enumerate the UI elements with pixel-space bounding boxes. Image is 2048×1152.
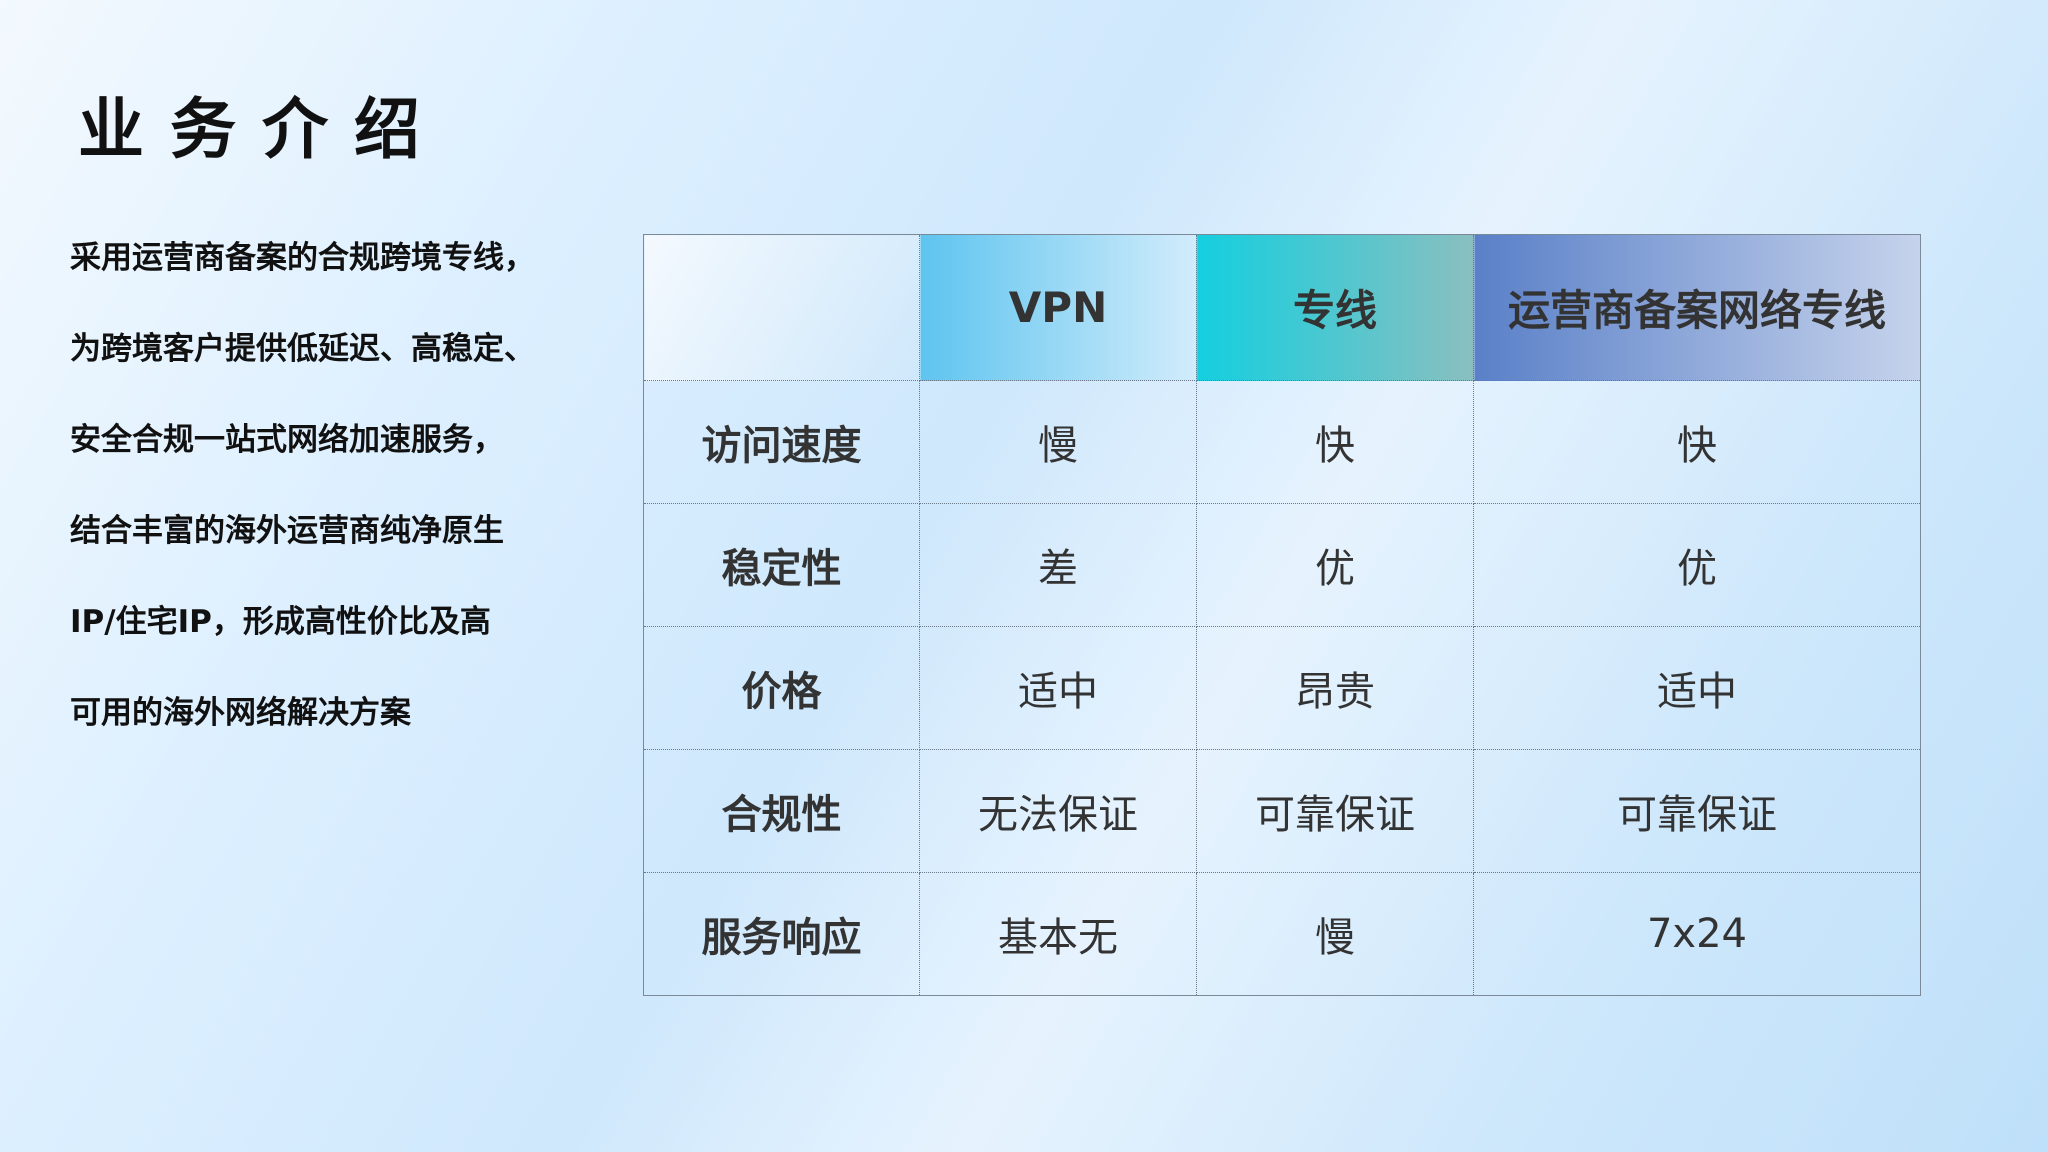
row-header: 服务响应 (643, 872, 920, 996)
table-cell: 优 (1473, 503, 1921, 627)
table-cell: 慢 (919, 380, 1197, 504)
table-cell: 适中 (1473, 626, 1921, 750)
table-cell: 快 (1473, 380, 1921, 504)
table-header-row: VPN 专线 运营商备案网络专线 (643, 234, 1921, 381)
description-line: 为跨境客户提供低延迟、高稳定、 (70, 331, 535, 367)
description-line: 结合丰富的海外运营商纯净原生 (70, 513, 504, 549)
row-header: 访问速度 (643, 380, 920, 504)
description-line: IP/住宅IP，形成高性价比及高 (70, 604, 491, 640)
description-line: 安全合规一站式网络加速服务， (70, 422, 504, 458)
table-cell: 无法保证 (919, 749, 1197, 873)
table-row: 合规性 无法保证 可靠保证 可靠保证 (643, 749, 1921, 873)
row-header: 稳定性 (643, 503, 920, 627)
table-cell: 适中 (919, 626, 1197, 750)
description-line: 采用运营商备案的合规跨境专线， (70, 240, 535, 276)
header-dedicated-line: 专线 (1196, 234, 1474, 381)
table-cell: 快 (1196, 380, 1474, 504)
comparison-table: VPN 专线 运营商备案网络专线 访问速度慢快快稳定性差优优价格 适中 昂贵 适中 合规… (643, 234, 1921, 996)
header-vpn: VPN (919, 234, 1197, 381)
table-cell: 差 (919, 503, 1197, 627)
table-row: 稳定性差优优 (643, 503, 1921, 627)
table-cell: 可靠保证 (1473, 749, 1921, 873)
table-row: 价格 适中 昂贵 适中 (643, 626, 1921, 750)
table-row: 访问速度慢快快 (643, 380, 1921, 504)
page-title: 业务介绍 (78, 91, 446, 168)
description: 采用运营商备案的合规跨境专线， 为跨境客户提供低延迟、高稳定、 安全合规一站式网… (70, 232, 630, 778)
table-cell: 7x24 (1473, 872, 1921, 996)
header-carrier-line: 运营商备案网络专线 (1473, 234, 1921, 381)
row-header: 合规性 (643, 749, 920, 873)
header-empty (643, 234, 920, 381)
table-cell: 慢 (1196, 872, 1474, 996)
table-cell: 基本无 (919, 872, 1197, 996)
table-cell: 昂贵 (1196, 626, 1474, 750)
table-cell: 优 (1196, 503, 1474, 627)
table-cell: 可靠保证 (1196, 749, 1474, 873)
row-header: 价格 (643, 626, 920, 750)
table-row: 服务响应 基本无慢 7x24 (643, 872, 1921, 996)
description-line: 可用的海外网络解决方案 (70, 695, 411, 731)
